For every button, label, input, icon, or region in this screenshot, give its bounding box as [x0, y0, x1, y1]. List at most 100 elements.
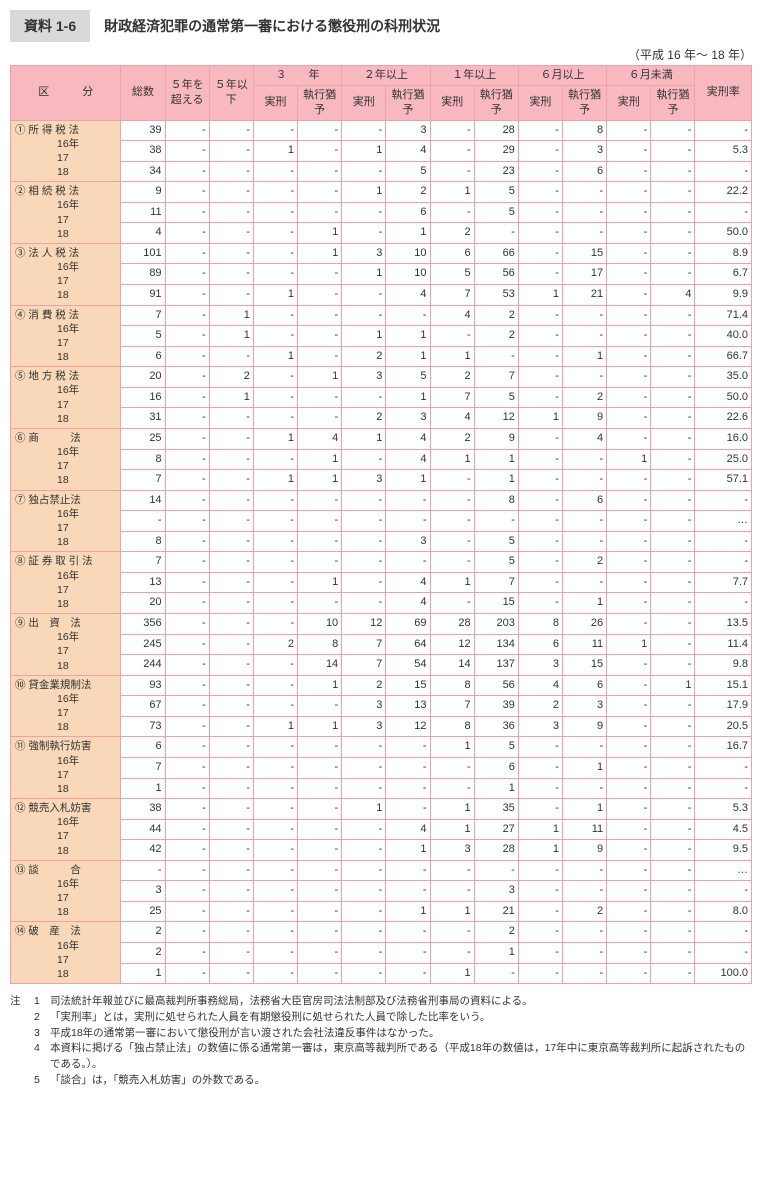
data-cell: - — [430, 552, 474, 573]
data-cell: 38 — [121, 141, 165, 162]
data-cell: 34 — [121, 161, 165, 182]
data-cell: 11.4 — [695, 634, 752, 655]
data-cell: 1 — [607, 634, 651, 655]
data-cell: 2 — [562, 387, 606, 408]
data-cell: - — [607, 572, 651, 593]
data-cell: 9.5 — [695, 840, 752, 861]
data-cell: - — [165, 223, 209, 244]
data-cell: - — [342, 552, 386, 573]
h-yy1: 執行猶予 — [298, 85, 342, 120]
data-cell: 2 — [430, 223, 474, 244]
data-cell: 9 — [121, 182, 165, 203]
data-cell: - — [474, 511, 518, 532]
data-cell: 5 — [386, 367, 430, 388]
data-cell: - — [209, 346, 253, 367]
data-cell: 5 — [474, 202, 518, 223]
data-cell: - — [607, 696, 651, 717]
data-cell: 22.6 — [695, 408, 752, 429]
data-cell: - — [209, 243, 253, 264]
data-cell: - — [253, 552, 297, 573]
data-cell: - — [430, 141, 474, 162]
data-cell: 7 — [342, 655, 386, 676]
data-cell: - — [518, 326, 562, 347]
data-cell: 27 — [474, 819, 518, 840]
data-cell: - — [298, 963, 342, 984]
data-cell: - — [651, 593, 695, 614]
data-cell: - — [562, 449, 606, 470]
data-cell: - — [607, 264, 651, 285]
data-cell: 54 — [386, 655, 430, 676]
data-cell: 66 — [474, 243, 518, 264]
data-cell: - — [298, 778, 342, 799]
data-cell: 1 — [607, 449, 651, 470]
data-cell: - — [518, 943, 562, 964]
data-cell: 8 — [121, 449, 165, 470]
data-cell: - — [165, 572, 209, 593]
data-cell: - — [165, 860, 209, 881]
data-cell: - — [651, 614, 695, 635]
data-cell: - — [209, 141, 253, 162]
table-row: ⑨ 出 資 法 16年 17 18356---10126928203826--1… — [11, 614, 752, 635]
data-cell: - — [651, 881, 695, 902]
h-kubun: 区 分 — [11, 66, 121, 121]
data-cell: - — [253, 305, 297, 326]
data-cell: 25.0 — [695, 449, 752, 470]
data-cell: - — [386, 799, 430, 820]
data-cell: - — [651, 428, 695, 449]
data-cell: - — [209, 572, 253, 593]
data-cell: - — [298, 901, 342, 922]
data-cell: 5 — [474, 182, 518, 203]
data-cell: - — [518, 531, 562, 552]
data-cell: - — [209, 696, 253, 717]
data-cell: - — [209, 490, 253, 511]
data-cell: - — [165, 963, 209, 984]
data-cell: - — [342, 305, 386, 326]
data-cell: - — [298, 737, 342, 758]
data-cell: - — [430, 326, 474, 347]
data-cell: 7.7 — [695, 572, 752, 593]
table-row: ⑤ 地 方 税 法 16年 17 1820-2-13527----35.0 — [11, 367, 752, 388]
data-cell: - — [298, 161, 342, 182]
data-cell: 1 — [342, 326, 386, 347]
data-cell: 4 — [298, 428, 342, 449]
data-cell: - — [298, 120, 342, 141]
data-cell: - — [298, 840, 342, 861]
data-cell: 14 — [121, 490, 165, 511]
data-cell: 3 — [562, 696, 606, 717]
data-cell: - — [253, 223, 297, 244]
data-cell: 6.7 — [695, 264, 752, 285]
data-cell: - — [298, 182, 342, 203]
data-cell: - — [342, 593, 386, 614]
data-cell: - — [342, 531, 386, 552]
data-cell: 1 — [386, 470, 430, 491]
data-cell: - — [209, 799, 253, 820]
data-cell: - — [518, 202, 562, 223]
group-label: ② 相 続 税 法 16年 17 18 — [11, 182, 121, 244]
data-cell: 1 — [253, 470, 297, 491]
data-cell: 1 — [386, 346, 430, 367]
data-cell: - — [209, 182, 253, 203]
data-cell: - — [165, 387, 209, 408]
data-cell: - — [518, 470, 562, 491]
data-cell: - — [651, 243, 695, 264]
data-cell: - — [607, 531, 651, 552]
data-cell: - — [342, 819, 386, 840]
data-cell: - — [518, 922, 562, 943]
data-cell: - — [607, 716, 651, 737]
table-row: 42-----132819--9.5 — [11, 840, 752, 861]
data-cell: - — [518, 572, 562, 593]
data-cell: - — [209, 531, 253, 552]
table-row: ⑥ 商 法 16年 17 1825--141429-4--16.0 — [11, 428, 752, 449]
data-cell: 1 — [253, 346, 297, 367]
data-cell: - — [165, 634, 209, 655]
data-cell: - — [165, 367, 209, 388]
data-cell: - — [342, 120, 386, 141]
data-cell: - — [386, 757, 430, 778]
data-cell: - — [651, 901, 695, 922]
data-cell: - — [209, 202, 253, 223]
h-total: 総数 — [121, 66, 165, 121]
table-row: 31----2341219--22.6 — [11, 408, 752, 429]
data-cell: - — [651, 264, 695, 285]
data-cell: 1 — [209, 387, 253, 408]
data-cell: - — [209, 470, 253, 491]
